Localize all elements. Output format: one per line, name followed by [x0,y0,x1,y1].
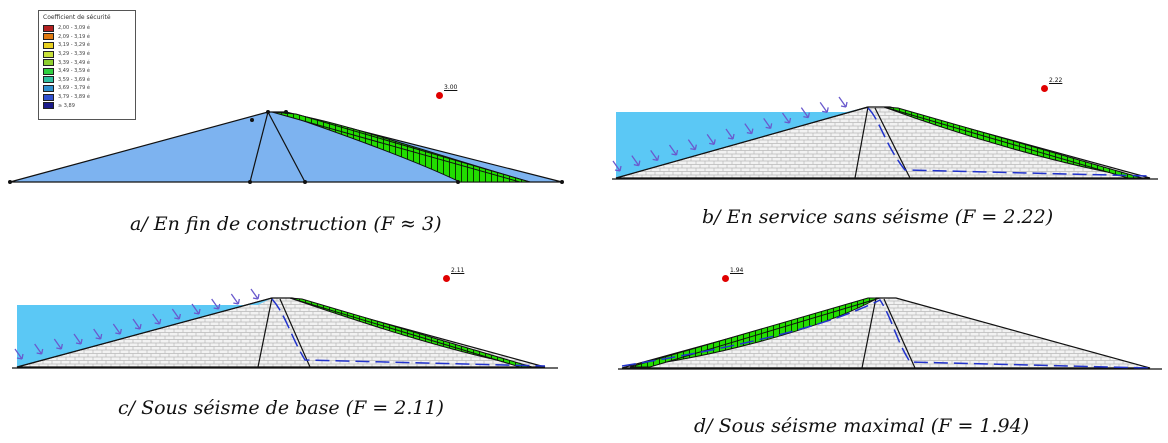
factor-dot-a [436,92,443,99]
pressure-arrow [171,308,181,320]
panel-a-dam [8,110,564,184]
pressure-arrow [230,293,240,305]
legend-label: 3,59 - 3,69 é [58,76,90,83]
slip-wedge [883,106,1143,179]
legend-label: 3,79 - 3,89 é [58,94,90,101]
pressure-arrow [34,343,44,355]
pressure-arrow [650,149,660,161]
legend-label: 3,39 - 3,49 é [58,59,90,66]
factor-label-d: 1.94 [730,267,744,274]
pressure-arrow [687,139,697,151]
pressure-arrows-b [612,96,848,172]
legend-swatch [43,59,54,67]
legend-item: 3,39 - 3,49 é [43,58,131,67]
pressure-arrow [132,318,142,330]
pressure-arrow [191,303,201,315]
panel-d-dam [618,297,1162,370]
pressure-arrow [112,323,122,335]
pressure-arrow [781,112,792,124]
legend-label: 2,00 - 3,09 é [58,25,90,32]
pressure-arrow [73,333,83,345]
pressure-arrow [53,338,63,350]
pressure-arrow [668,144,679,156]
legend-swatch [43,67,54,75]
legend-swatch [43,102,54,110]
slip-wedge [629,297,881,368]
legend-item: 3,29 - 3,39 é [43,50,131,59]
caption-b: b/ En service sans séisme (F = 2.22) [702,206,1054,228]
pressure-arrow [631,155,641,167]
pressure-arrow [819,101,829,113]
legend-swatch [43,41,54,49]
phreatic-line [621,299,1151,369]
pressure-arrow [14,348,24,360]
legend-label: 3,19 - 3,29 é [58,42,90,49]
slip-wedge [271,111,531,183]
pressure-arrow [725,128,735,140]
panel-b-dam [612,106,1158,180]
legend-item: 3,49 - 3,59 é [43,67,131,76]
slip-wedge [289,297,533,368]
legend-swatch [43,93,54,101]
caption-d: d/ Sous séisme maximal (F = 1.94) [694,415,1030,437]
pressure-arrow [93,328,103,340]
legend-label: 3,69 - 3,79 é [58,85,90,92]
legend-rows: 2,00 - 3,09 é 2,09 - 3,19 é 3,19 - 3,29 é 3… [43,24,131,110]
legend-item: 2,00 - 3,09 é [43,24,131,33]
panel-c-dam [12,297,558,369]
pressure-arrow [838,96,848,108]
factor-dot-d [722,275,729,282]
pressure-arrow [211,298,221,310]
pressure-arrow [250,288,260,300]
legend-swatch [43,24,54,32]
pressure-arrow [763,117,773,129]
legend-item: 2,09 - 3,19 é [43,33,131,42]
phreatic-line [867,107,1151,177]
factor-label-a: 3.00 [444,84,458,91]
legend-swatch [43,33,54,41]
legend-item: 3,69 - 3,79 é [43,84,131,93]
legend-title: Coefficient de sécurité [43,14,111,21]
pressure-arrow [744,123,754,135]
phreatic-line [271,298,546,367]
factor-dot-b [1041,85,1048,92]
pressure-arrow [152,313,162,325]
dam-body [621,297,1151,369]
factor-label-c: 2.11 [451,267,465,274]
legend-item: 3,19 - 3,29 é [43,41,131,50]
legend-item: 3,79 - 3,89 é [43,93,131,102]
pressure-arrows-c [14,288,260,360]
legend-label: ≥ 3,89 [58,102,75,109]
legend-swatch [43,84,54,92]
pressure-arrow [706,133,716,145]
factor-label-b: 2.22 [1049,77,1063,84]
caption-c: c/ Sous séisme de base (F = 2.11) [118,397,444,419]
legend-swatch [43,76,54,84]
pressure-arrow [800,107,810,119]
legend-label: 2,09 - 3,19 é [58,33,90,40]
legend-swatch [43,50,54,58]
factor-dot-c [443,275,450,282]
legend-item: 3,59 - 3,69 é [43,76,131,85]
legend-item: ≥ 3,89 [43,101,131,110]
legend-label: 3,29 - 3,39 é [58,51,90,58]
legend-label: 3,49 - 3,59 é [58,68,90,75]
legend: Coefficient de sécurité 2,00 - 3,09 é 2,0… [38,10,136,120]
pressure-arrow [612,160,622,172]
caption-a: a/ En fin de construction (F ≈ 3) [130,213,442,235]
